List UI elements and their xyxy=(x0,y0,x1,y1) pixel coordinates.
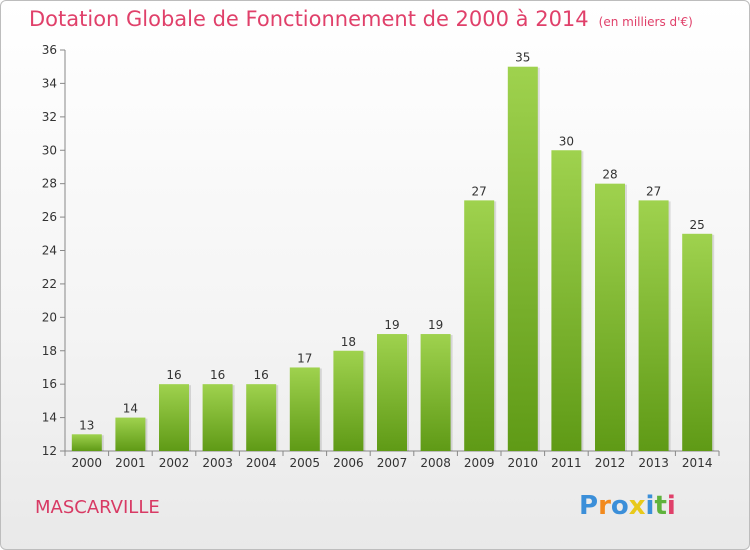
x-tick-label: 2008 xyxy=(420,456,451,470)
x-tick-label: 2012 xyxy=(595,456,626,470)
bar-2010 xyxy=(507,66,538,451)
bar-2012 xyxy=(595,183,625,451)
bar-2000 xyxy=(71,434,102,451)
x-tick-label: 2007 xyxy=(377,456,408,470)
chart-subtitle: (en milliers d'€) xyxy=(598,15,693,29)
y-tick-label: 32 xyxy=(42,110,57,124)
bar-2013 xyxy=(638,200,669,451)
y-tick-label: 14 xyxy=(42,411,57,425)
commune-name: MASCARVILLE xyxy=(35,497,160,518)
bar-2001 xyxy=(115,417,146,451)
bar-2005 xyxy=(289,367,320,451)
x-tick-label: 2010 xyxy=(508,456,539,470)
data-label: 30 xyxy=(559,134,574,148)
data-label: 35 xyxy=(515,51,530,65)
y-tick-label: 20 xyxy=(42,310,57,324)
bar-2007 xyxy=(377,334,407,451)
data-label: 27 xyxy=(472,184,487,198)
logo-letter: i xyxy=(666,491,676,521)
logo-letter: x xyxy=(628,491,646,521)
y-tick-label: 18 xyxy=(42,344,57,358)
data-label: 14 xyxy=(123,402,138,416)
logo-letter: t xyxy=(654,491,667,521)
x-tick-label: 2000 xyxy=(72,456,103,470)
data-label: 16 xyxy=(166,368,181,382)
logo-letter: i xyxy=(645,491,655,521)
x-tick-label: 2009 xyxy=(464,456,495,470)
y-tick-label: 28 xyxy=(42,177,57,191)
y-tick-label: 24 xyxy=(42,244,57,258)
bars xyxy=(71,66,715,451)
x-tick-label: 2006 xyxy=(333,456,364,470)
data-label: 19 xyxy=(384,318,399,332)
logo-letter: o xyxy=(610,491,629,521)
y-tick-label: 36 xyxy=(42,43,57,57)
data-label: 16 xyxy=(254,368,269,382)
y-tick-label: 22 xyxy=(42,277,57,291)
data-label: 13 xyxy=(79,418,94,432)
x-tick-label: 2005 xyxy=(290,456,321,470)
data-label: 25 xyxy=(690,218,705,232)
bar-2011 xyxy=(551,150,582,451)
bar-2014 xyxy=(682,233,713,451)
data-label: 18 xyxy=(341,335,356,349)
x-tick-label: 2003 xyxy=(202,456,233,470)
y-tick-label: 12 xyxy=(42,444,57,458)
chart-title: Dotation Globale de Fonctionnement de 20… xyxy=(29,7,693,31)
data-labels: 13 14 16 16 16 17 18 19 19 27 35 30 28 27 25 xyxy=(79,51,705,433)
axes: 12 14 16 18 20 22 24 26 28 30 32 34 36 2000 2001 2002 20… xyxy=(42,43,720,470)
x-tick-label: 2013 xyxy=(638,456,669,470)
y-tick-label: 26 xyxy=(42,210,57,224)
x-tick-label: 2011 xyxy=(551,456,582,470)
data-label: 17 xyxy=(297,351,312,365)
data-label: 16 xyxy=(210,368,225,382)
proxiti-logo[interactable]: Proxiti xyxy=(579,491,676,521)
y-tick-label: 30 xyxy=(42,143,57,157)
logo-letter: r xyxy=(598,491,611,521)
data-label: 27 xyxy=(646,184,661,198)
y-tick-label: 16 xyxy=(42,377,57,391)
x-tick-label: 2002 xyxy=(159,456,190,470)
bar-2009 xyxy=(464,200,495,451)
data-label: 19 xyxy=(428,318,443,332)
bar-2008 xyxy=(420,334,451,451)
data-label: 28 xyxy=(602,168,617,182)
y-tick-label: 34 xyxy=(42,76,57,90)
x-tick-label: 2004 xyxy=(246,456,277,470)
x-tick-label: 2014 xyxy=(682,456,713,470)
bar-2004 xyxy=(246,384,277,451)
chart-title-text: Dotation Globale de Fonctionnement de 20… xyxy=(29,7,589,31)
bar-2003 xyxy=(202,384,233,451)
logo-letter: P xyxy=(579,491,599,521)
x-tick-label: 2001 xyxy=(115,456,146,470)
bar-2002 xyxy=(159,384,189,451)
bar-2006 xyxy=(333,350,364,451)
